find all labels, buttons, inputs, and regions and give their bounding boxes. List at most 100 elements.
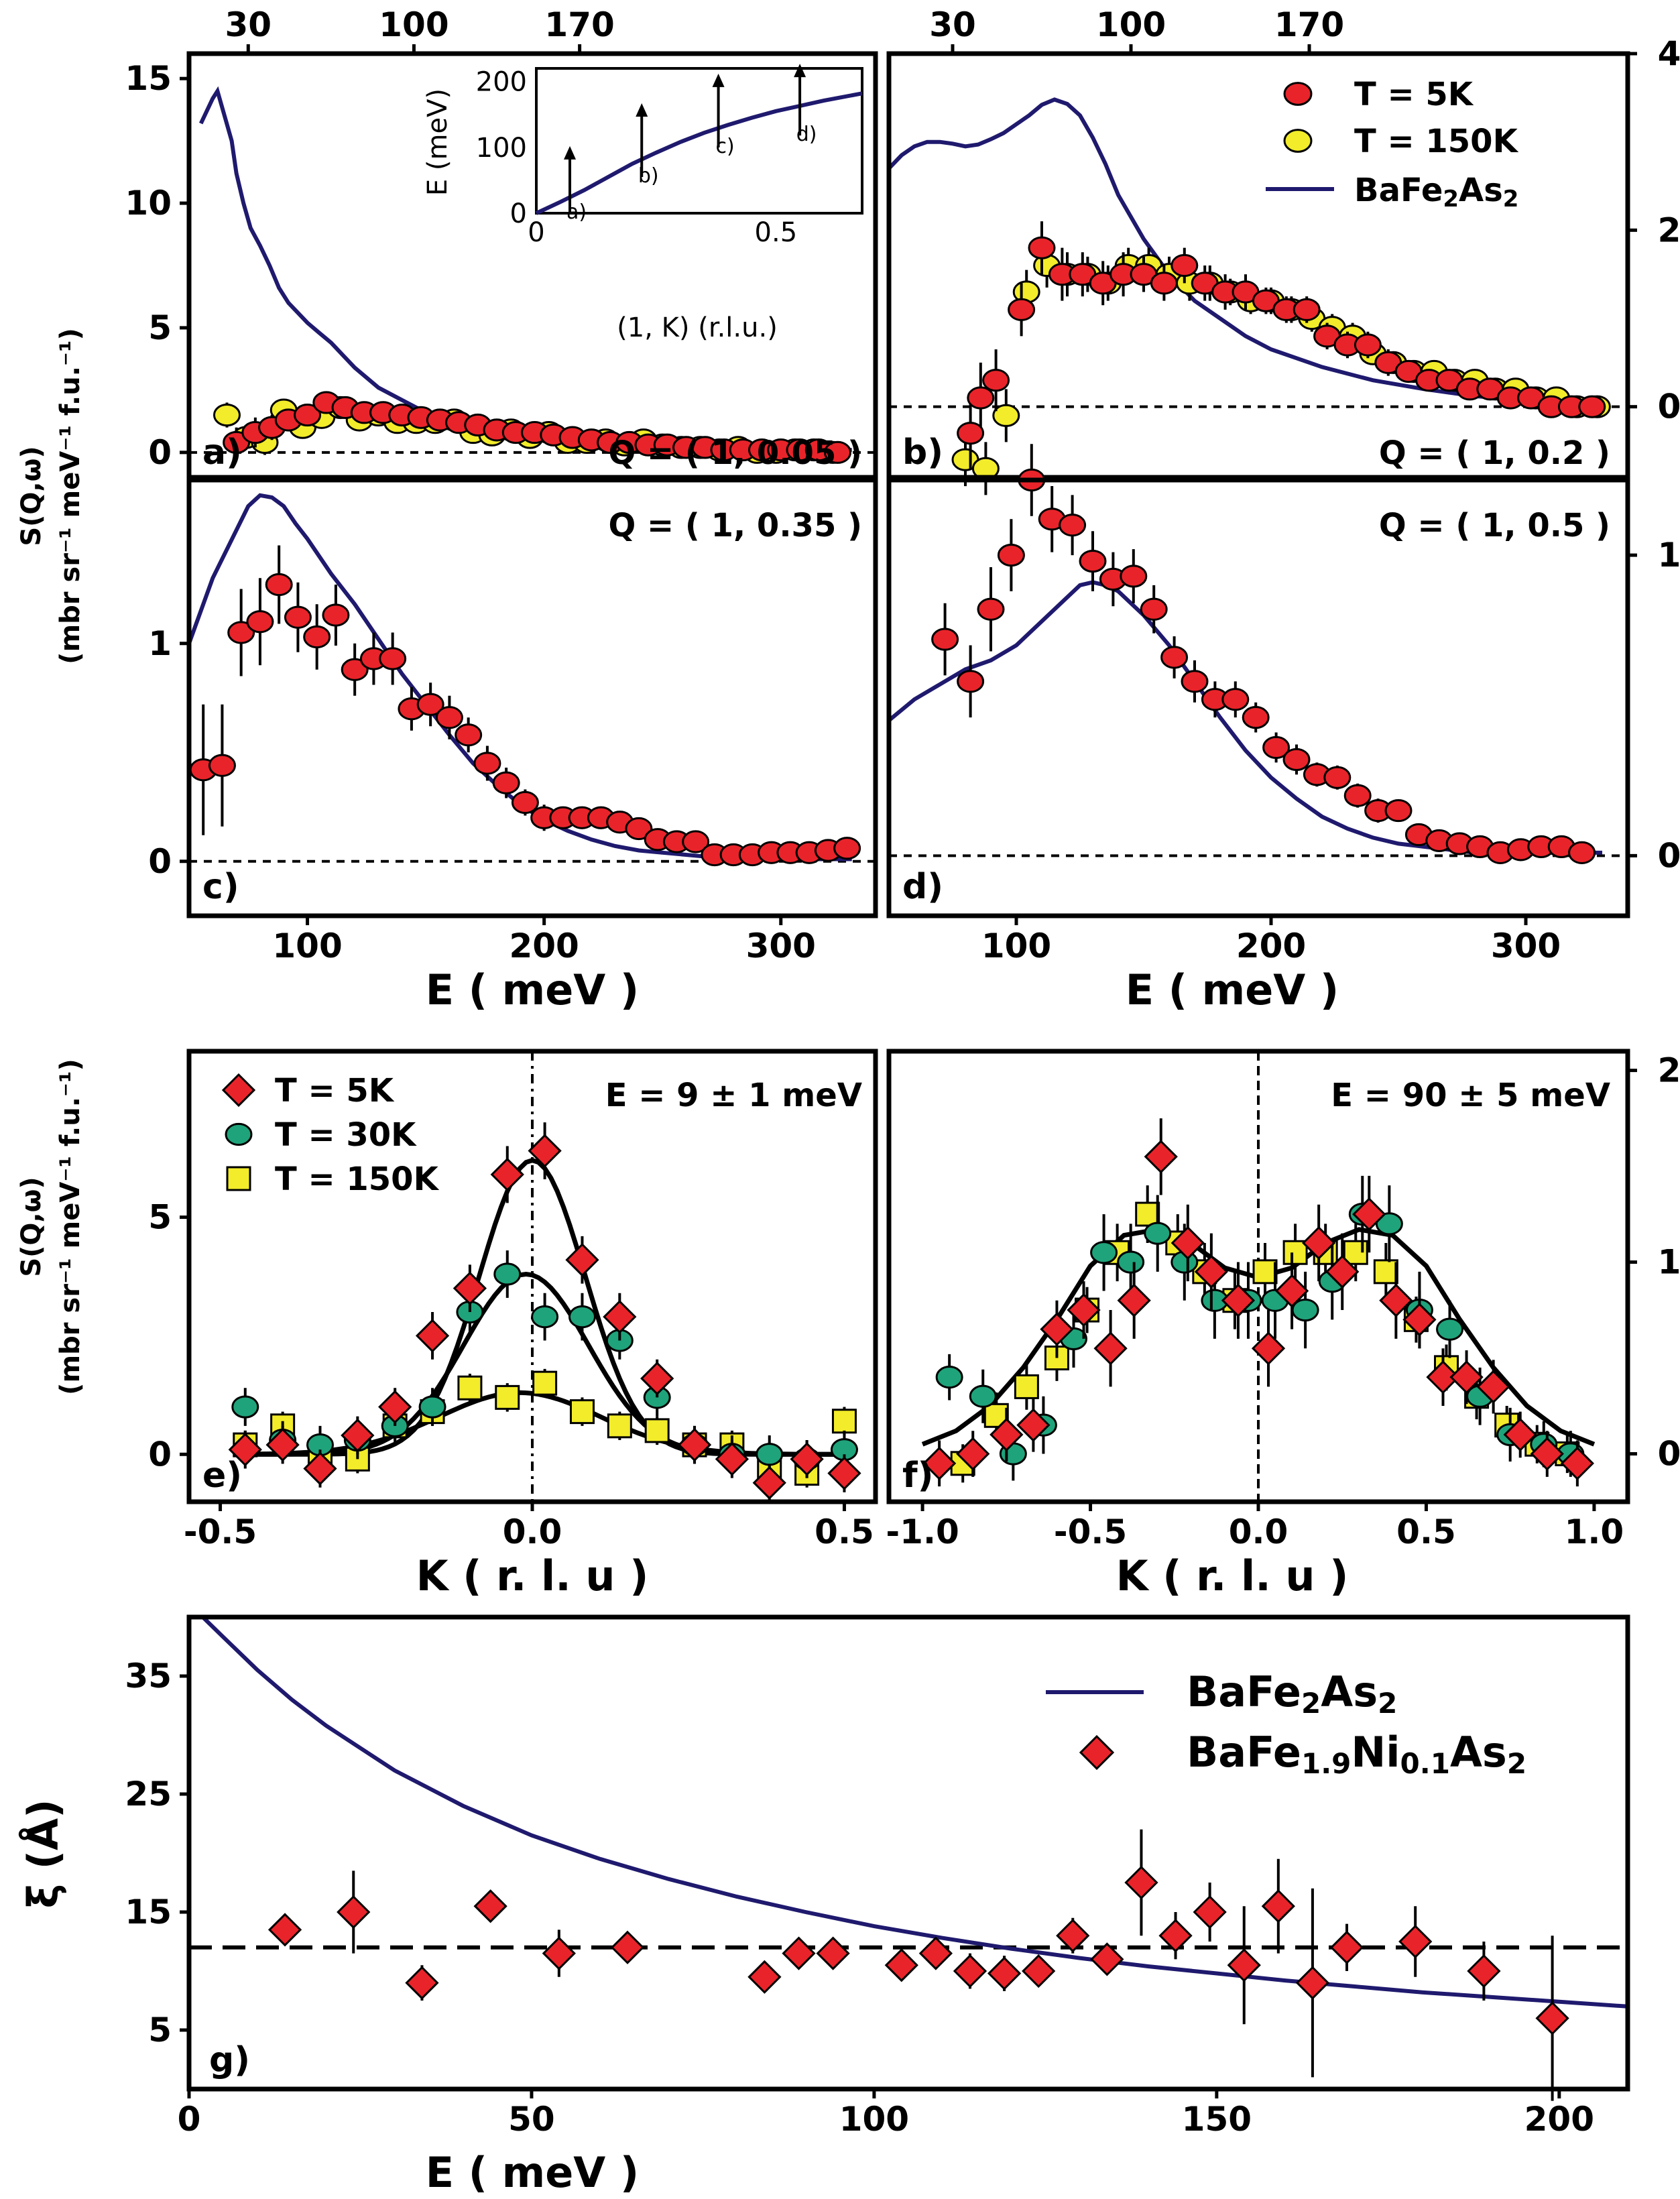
legend-text-part: 1.9 [1301, 1747, 1351, 1780]
t5k-series-point [303, 625, 331, 649]
xlabel-f: K ( r. l. u ) [1116, 1551, 1349, 1600]
t5k-series-point [1079, 549, 1107, 573]
t5k-series-point [1323, 766, 1352, 789]
t5k-series-point [284, 605, 312, 629]
ni-doped-series-point [884, 1948, 918, 1982]
t5k-series-point [982, 369, 1010, 392]
inset-arrowhead [712, 73, 725, 87]
legend-marker-5k [1283, 82, 1313, 106]
dispersion-curve [535, 91, 863, 215]
t5k-series-point [416, 693, 444, 716]
t5k-series-point [565, 1243, 599, 1277]
y-tick-label: 2 [1658, 1051, 1680, 1090]
top-tick-label: 100 [379, 5, 448, 44]
t5k-series-point [1016, 1408, 1051, 1442]
t150k-series-point [831, 1409, 857, 1434]
legend-label-5k: T = 5K [1354, 76, 1474, 113]
y-tick-label: 5 [148, 2011, 172, 2049]
t5k-series-point [1282, 748, 1311, 771]
x-tick-label: 0.5 [815, 1512, 874, 1551]
x-tick-label: 300 [1491, 927, 1561, 965]
y-tick-label: 1 [1658, 536, 1680, 575]
t5k-series-point [228, 1433, 262, 1467]
t5k-series-point [246, 610, 274, 634]
t5k-series-point [303, 1451, 337, 1486]
t150k-series-point [457, 1375, 483, 1401]
legend-text-part: BaFe [1354, 172, 1443, 209]
ni-doped-series-point [1158, 1919, 1193, 1953]
legend-text-part: 0.1 [1400, 1747, 1450, 1780]
t30k-series-point [531, 1305, 559, 1329]
t5k-series-point [957, 670, 985, 693]
y-tick-label: 0 [148, 1435, 172, 1474]
ni-doped-series-point [473, 1889, 507, 1923]
x-tick-label: -1.0 [886, 1512, 959, 1551]
legend-label-bafe2as2: BaFe2As2 [1187, 1667, 1397, 1720]
t5k-series-point [1352, 1197, 1386, 1232]
ni-doped-series-point [747, 1960, 782, 1994]
plot-frame [186, 1614, 1630, 2092]
t30k-series-point [1144, 1222, 1172, 1245]
t5k-series-point [528, 1134, 562, 1168]
panel-c: 100 200 300 0 1 c) Q = ( 1, 0.35 ) E ( meV ) [148, 477, 878, 1014]
t5k-series-point [455, 723, 483, 747]
t5k-series-point [989, 1417, 1024, 1452]
x-tick-label: 300 [746, 927, 816, 965]
x-tick-label: 50 [508, 2100, 555, 2139]
ni-doped-series-point [1124, 1865, 1158, 1900]
ni-doped-series-point [267, 1913, 302, 1947]
t30k-series-point [969, 1384, 997, 1408]
y-tick-label: 1 [148, 624, 172, 663]
t5k-series-point [640, 1361, 674, 1396]
bafe2as2-line [201, 1615, 1628, 2009]
t5k-series-point [1503, 1417, 1537, 1452]
legend-text-part: 2 [1503, 186, 1519, 213]
t150k-series-point [1252, 1259, 1278, 1285]
ni-doped-series-point [1329, 1930, 1364, 1964]
inset-ylabel: E (meV) [422, 88, 453, 196]
ni-doped-series-point [1398, 1924, 1433, 1959]
t5k-series-point [341, 658, 369, 681]
panel-f: -1.0 -0.5 0.0 0.5 1.0 0 1 2 f) E = 90 ± 5 meV K ( … [886, 1049, 1680, 1600]
inset-x-tick-label: 0.5 [755, 217, 798, 248]
plot-frame [186, 477, 878, 918]
legend-label-150k: T = 150K [1354, 123, 1519, 160]
xlabel-c: E ( meV ) [426, 965, 639, 1014]
xlabel-g: E ( meV ) [426, 2148, 639, 2197]
plot-frame [886, 477, 1630, 918]
ni-doped-series-point [918, 1936, 953, 1970]
t5k-series-point [1262, 735, 1291, 760]
t5k-series-point [790, 1442, 824, 1476]
ylabel-units-top: (mbr sr⁻¹ meV⁻¹ f.u.⁻¹) [55, 328, 86, 664]
t5k-series-point [1171, 253, 1199, 278]
t150k-series-point [569, 1399, 595, 1425]
t5k-series-point [1120, 564, 1148, 588]
ni-doped-series-point [1056, 1919, 1090, 1953]
t5k-series-point [378, 1390, 412, 1424]
top-tick-label: 170 [544, 5, 614, 44]
legend-marker-150k [1283, 129, 1313, 153]
t5k-series-point [625, 817, 653, 841]
t5k-series-point [715, 1442, 749, 1476]
t30k-series-point [1090, 1241, 1118, 1264]
x-tick-label: 200 [509, 927, 579, 965]
legend-label-150k: T = 150K [275, 1161, 440, 1198]
legend-text-part: As [1321, 1667, 1378, 1716]
t5k-series-point [1194, 1254, 1228, 1289]
t5k-series-point [511, 790, 539, 815]
y-tick-label: 2 [1658, 211, 1680, 249]
top-tick-label: 100 [1096, 5, 1166, 44]
t30k-series-point [568, 1305, 596, 1329]
legend-text-part: As [1450, 1728, 1507, 1777]
ylabel-mid: S(Q,ω) [16, 1177, 47, 1276]
y-tick-label: 10 [125, 184, 172, 223]
inset-y-tick-label: 0 [510, 198, 527, 229]
t30k-series-point [493, 1262, 522, 1286]
t5k-series-point [1379, 1283, 1413, 1317]
x-tick-label: 100 [272, 927, 342, 965]
e-label-f: E = 90 ± 5 meV [1331, 1077, 1610, 1114]
t30k-series-point [1375, 1212, 1403, 1236]
t5k-series-point [1293, 298, 1321, 321]
